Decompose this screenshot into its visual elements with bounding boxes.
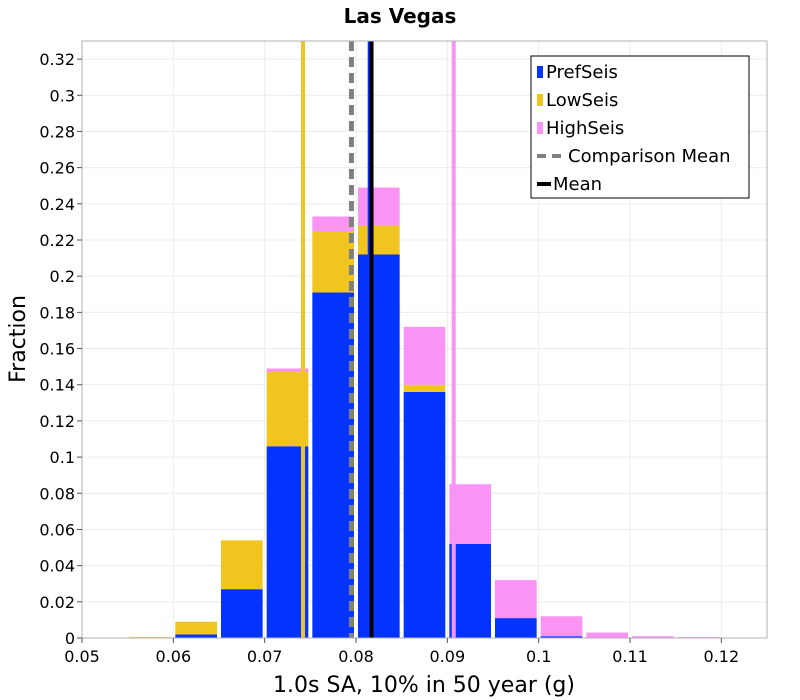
y-tick-label: 0.14 xyxy=(39,376,75,395)
chart-title: Las Vegas xyxy=(344,4,457,28)
x-tick-label: 0.12 xyxy=(704,647,740,666)
bar-highseis-8 xyxy=(495,580,537,619)
y-tick-label: 0.12 xyxy=(39,412,75,431)
y-tick-label: 0.3 xyxy=(50,86,75,105)
y-tick-label: 0.22 xyxy=(39,231,75,250)
x-tick-label: 0.11 xyxy=(612,647,648,666)
bar-highseis-9 xyxy=(540,616,583,637)
x-axis-ticks: 0.05 0.06 0.07 0.08 0.09 0.1 0.11 0.12 xyxy=(64,638,739,666)
legend-mean-label: Mean xyxy=(553,174,602,195)
y-axis-ticks: 0 0.02 0.04 0.06 0.08 0.1 0.12 0.14 0.16 0.18 0.2 0… xyxy=(39,50,82,648)
y-tick-label: 0.28 xyxy=(39,122,75,141)
legend-lowseis-swatch xyxy=(537,94,543,106)
bar-lowseis-1 xyxy=(175,621,217,635)
legend-highseis-label: HighSeis xyxy=(546,118,624,139)
bar-prefseis-7 xyxy=(449,543,491,638)
bar-highseis-10 xyxy=(586,632,628,638)
bar-prefseis-6 xyxy=(403,391,446,638)
y-tick-label: 0.02 xyxy=(39,593,75,612)
bar-prefseis-4 xyxy=(312,292,354,638)
plot-frame xyxy=(81,40,768,639)
x-tick-label: 0.08 xyxy=(338,647,374,666)
bar-highseis-5 xyxy=(358,187,400,226)
bar-prefseis-8 xyxy=(495,618,537,638)
y-tick-label: 0 xyxy=(65,629,75,648)
y-tick-label: 0.2 xyxy=(50,267,75,286)
y-tick-label: 0.18 xyxy=(39,303,75,322)
bar-prefseis-9 xyxy=(540,636,583,638)
legend-lowseis-label: LowSeis xyxy=(546,90,618,111)
y-tick-label: 0.16 xyxy=(39,340,75,359)
x-tick-label: 0.09 xyxy=(430,647,466,666)
x-axis-label: 1.0s SA, 10% in 50 year (g) xyxy=(273,673,575,698)
y-tick-label: 0.32 xyxy=(39,50,75,69)
bar-lowseis-5 xyxy=(358,225,400,255)
legend-prefseis-swatch xyxy=(537,66,543,78)
bar-highseis-3 xyxy=(266,368,309,373)
legend-prefseis-label: PrefSeis xyxy=(546,62,618,83)
y-tick-label: 0.26 xyxy=(39,159,75,178)
y-tick-label: 0.1 xyxy=(50,448,75,467)
bar-highseis-4 xyxy=(312,216,354,231)
y-tick-label: 0.04 xyxy=(39,557,75,576)
legend: PrefSeis LowSeis HighSeis Comparison Mean Me… xyxy=(530,55,750,199)
bar-prefseis-5 xyxy=(358,254,400,639)
bar-highseis-7 xyxy=(449,484,491,544)
x-tick-label: 0.06 xyxy=(156,647,192,666)
y-tick-label: 0.24 xyxy=(39,195,75,214)
bar-highseis-11 xyxy=(632,636,674,638)
legend-box xyxy=(530,55,750,199)
bar-lowseis-6 xyxy=(403,384,446,392)
x-tick-label: 0.1 xyxy=(526,647,551,666)
bar-lowseis-2 xyxy=(221,540,263,590)
bar-prefseis-1 xyxy=(175,634,217,638)
y-tick-label: 0.08 xyxy=(39,484,75,503)
bar-lowseis-4 xyxy=(312,230,354,293)
x-tick-label: 0.05 xyxy=(64,647,100,666)
x-tick-label: 0.07 xyxy=(247,647,283,666)
mean-lines xyxy=(301,41,456,638)
y-tick-label: 0.06 xyxy=(39,520,75,539)
legend-comparison-mean-label: Comparison Mean xyxy=(568,146,731,167)
legend-highseis-swatch xyxy=(537,122,543,134)
y-axis-label: Fraction xyxy=(6,295,31,383)
bar-prefseis-2 xyxy=(221,589,263,638)
bar-highseis-6 xyxy=(403,326,446,385)
